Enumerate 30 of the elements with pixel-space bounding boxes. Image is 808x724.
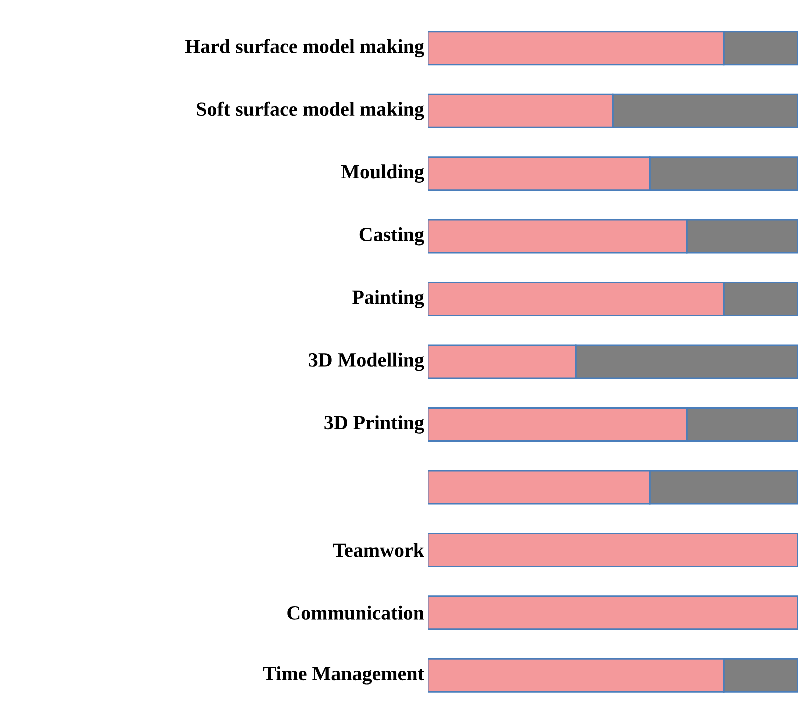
y-tick-label: Communication [288,606,424,620]
bar [428,156,651,192]
y-tick-label: Painting [352,290,424,308]
bar [686,219,798,254]
bar [723,282,798,317]
bar [723,658,798,693]
y-tick-label: Time Management [264,666,424,685]
bar [612,94,798,128]
y-tick-label: Hard surface model making [185,39,424,58]
bar [428,596,798,630]
bar [723,31,798,66]
bar [428,282,725,317]
bar [428,470,651,505]
bar [428,219,688,254]
bar [428,532,798,568]
y-tick-label: Casting [360,227,424,246]
bar [428,344,577,380]
bar [428,407,688,442]
y-tick-label: 3D Printing [324,416,424,434]
bar [428,658,725,693]
bar [428,94,614,128]
y-tick-label: Moulding [341,164,424,183]
bar [686,407,798,442]
bar [428,31,725,66]
y-tick-label: Teamwork [333,543,424,558]
bar [649,156,798,192]
y-tick-label: 3D Modelling [309,352,424,372]
bar [575,344,798,380]
y-tick-label: Soft surface model making [197,102,424,120]
bar [649,470,798,505]
